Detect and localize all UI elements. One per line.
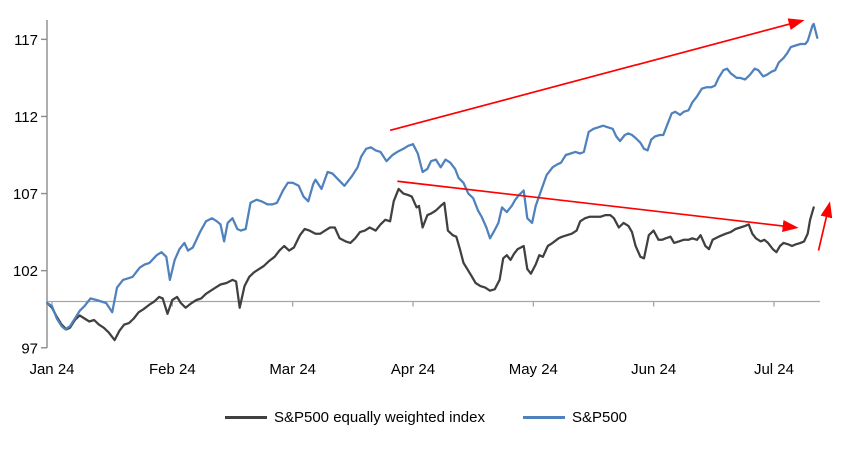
- legend-item-sp500: S&P500: [522, 409, 628, 426]
- rotation-spike-arrow: [817, 201, 833, 251]
- x-tick-label-jan-24: Jan 24: [29, 361, 74, 378]
- equal-weight-downtrend-arrow: [397, 180, 799, 232]
- legend: S&P500 equally weighted index S&P500: [0, 409, 852, 426]
- x-tick-label-jun-24: Jun 24: [631, 361, 676, 378]
- x-tick-label-mar-24: Mar 24: [269, 361, 316, 378]
- x-tick-label-jul-24: Jul 24: [754, 361, 794, 378]
- y-tick-label-117: 117: [14, 32, 38, 49]
- x-tick-label-apr-24: Apr 24: [391, 361, 435, 378]
- y-tick-label-107: 107: [13, 186, 38, 203]
- y-tick-label-112: 112: [14, 109, 38, 126]
- y-tick-label-97: 97: [21, 340, 38, 357]
- legend-label-equal-weight: S&P500 equally weighted index: [273, 409, 485, 426]
- legend-swatch-equal-weight-line: [224, 416, 267, 419]
- series-s-p500: [46, 22, 819, 331]
- x-tick-label-feb-24: Feb 24: [149, 361, 196, 378]
- sp500-uptrend-arrow: [389, 18, 805, 132]
- y-tick-label-102: 102: [13, 263, 38, 280]
- legend-item-equal-weight: S&P500 equally weighted index: [224, 409, 485, 426]
- x-tick-label-may-24: May 24: [509, 361, 558, 378]
- series-s-p500-equally-weighted-index: [46, 187, 815, 342]
- legend-label-sp500: S&P500: [571, 409, 628, 426]
- legend-swatch-sp500-line: [522, 416, 565, 419]
